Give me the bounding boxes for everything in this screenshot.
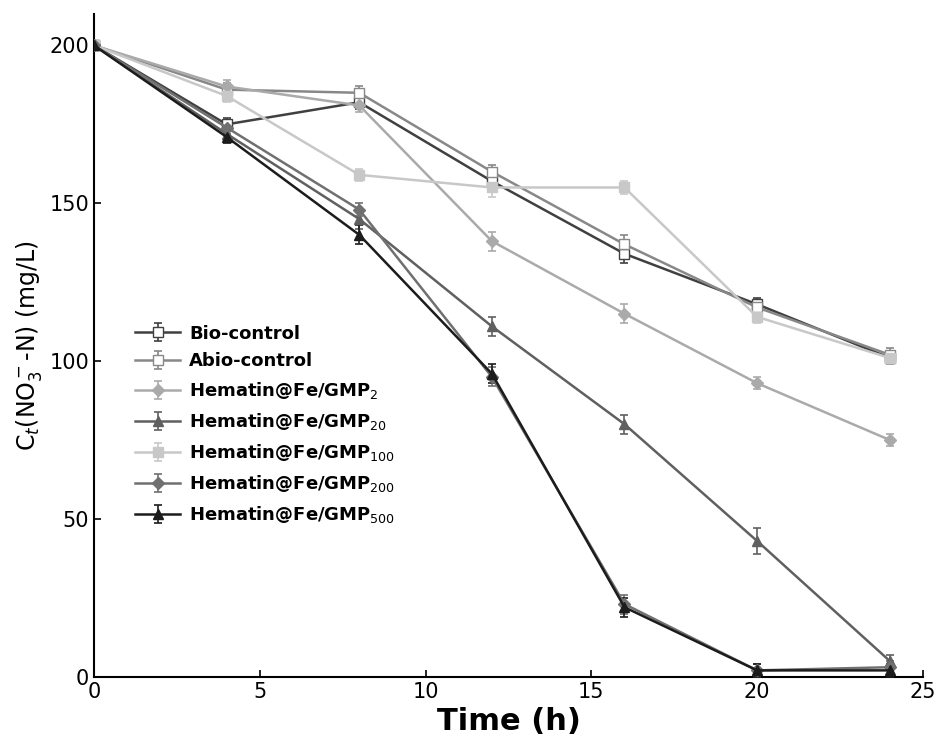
X-axis label: Time (h): Time (h) <box>436 707 580 736</box>
Legend: Bio-control, Abio-control, Hematin@Fe/GMP$_2$, Hematin@Fe/GMP$_{20}$, Hematin@Fe: Bio-control, Abio-control, Hematin@Fe/GM… <box>128 317 403 532</box>
Y-axis label: C$_t$(NO$_3^-$-N) (mg/L): C$_t$(NO$_3^-$-N) (mg/L) <box>14 240 44 451</box>
